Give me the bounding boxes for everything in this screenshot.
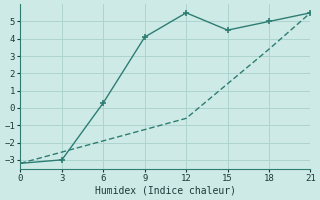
X-axis label: Humidex (Indice chaleur): Humidex (Indice chaleur) bbox=[95, 186, 236, 196]
